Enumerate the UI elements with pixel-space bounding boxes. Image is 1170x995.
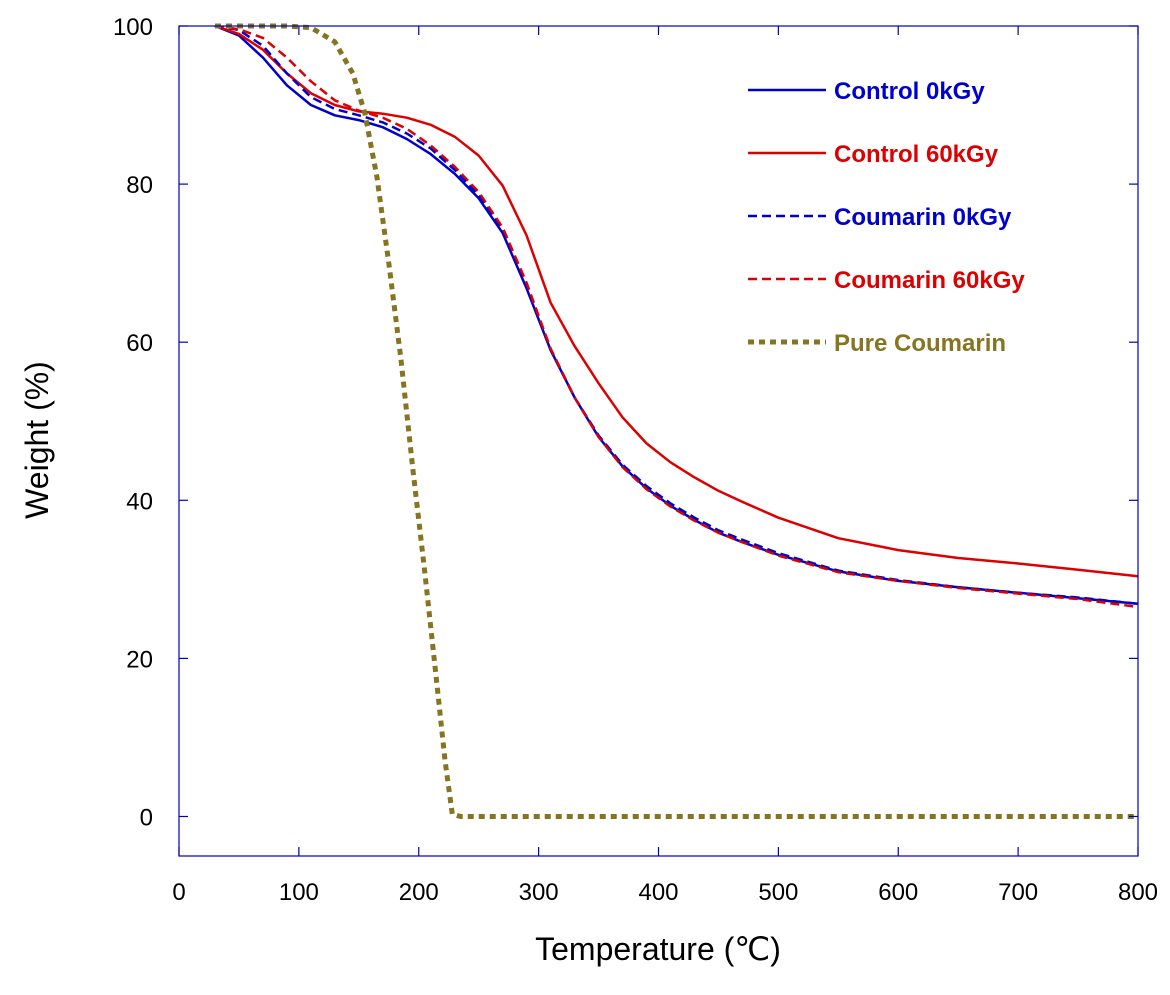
x-tick-label: 700 <box>998 879 1038 906</box>
x-tick-label: 200 <box>399 879 439 906</box>
y-axis-ticks: 0 20 40 60 80 100 <box>113 14 1138 831</box>
x-tick-label: 800 <box>1118 879 1158 906</box>
legend-label-3: Coumarin 0kGy <box>834 204 1012 231</box>
y-tick-label: 100 <box>113 14 153 41</box>
y-tick-label: 40 <box>126 488 153 515</box>
plot-lines <box>214 23 1139 819</box>
x-tick-label: 100 <box>279 879 319 906</box>
y-axis-title: Weight (%) <box>19 361 55 519</box>
legend: Control 0kGy Control 60kGy Coumarin 0kGy Co… <box>748 78 1025 357</box>
y-tick-label: 20 <box>126 646 153 673</box>
x-tick-label: 400 <box>638 879 678 906</box>
y-tick-label: 0 <box>140 804 153 831</box>
legend-label-1: Control 0kGy <box>834 78 985 105</box>
x-tick-label: 600 <box>878 879 918 906</box>
legend-label-5: Pure Coumarin <box>834 330 1006 357</box>
x-axis-title: Temperature (℃) <box>535 931 781 967</box>
x-tick-label: 0 <box>172 879 185 906</box>
legend-label-4: Coumarin 60kGy <box>834 267 1025 294</box>
y-tick-label: 80 <box>126 172 153 199</box>
series-line-2 <box>214 24 1139 578</box>
x-tick-label: 300 <box>519 879 559 906</box>
y-tick-label: 60 <box>126 330 153 357</box>
legend-label-2: Control 60kGy <box>834 141 999 168</box>
x-axis-ticks: 0 100 200 300 400 500 600 700 800 <box>172 26 1158 906</box>
series-line-4 <box>214 24 1139 609</box>
x-tick-label: 500 <box>758 879 798 906</box>
